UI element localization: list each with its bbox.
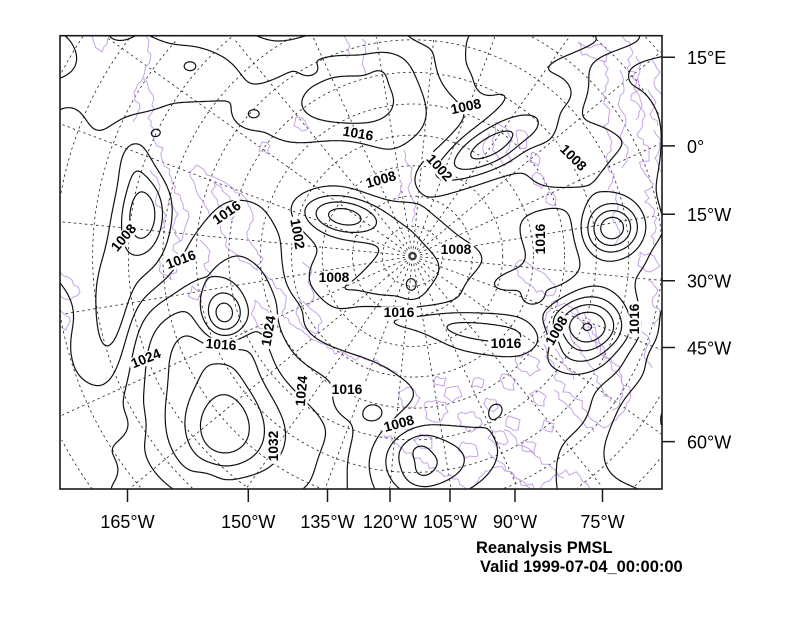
svg-text:1016: 1016	[332, 382, 363, 397]
svg-text:15°W: 15°W	[687, 205, 731, 225]
svg-text:15°E: 15°E	[687, 48, 726, 68]
svg-text:1008: 1008	[449, 96, 482, 117]
svg-text:1008: 1008	[441, 242, 472, 257]
svg-text:1016: 1016	[205, 336, 237, 353]
svg-text:1016: 1016	[384, 305, 415, 320]
svg-text:1032: 1032	[266, 430, 281, 461]
svg-text:45°W: 45°W	[687, 338, 731, 358]
svg-text:75°W: 75°W	[580, 512, 624, 532]
svg-text:1016: 1016	[342, 124, 375, 144]
svg-text:1016: 1016	[533, 223, 548, 254]
svg-text:1024: 1024	[293, 375, 311, 407]
svg-text:90°W: 90°W	[493, 512, 537, 532]
svg-text:105°W: 105°W	[423, 512, 477, 532]
svg-text:1016: 1016	[627, 303, 642, 334]
svg-text:0°: 0°	[687, 137, 704, 157]
svg-text:120°W: 120°W	[363, 512, 417, 532]
svg-text:1016: 1016	[491, 336, 522, 351]
svg-text:Valid 1999-07-04_00:00:00: Valid 1999-07-04_00:00:00	[480, 558, 683, 576]
svg-text:1002: 1002	[287, 218, 307, 251]
svg-text:Reanalysis PMSL: Reanalysis PMSL	[476, 539, 613, 557]
svg-text:1024: 1024	[259, 314, 279, 347]
svg-text:135°W: 135°W	[300, 512, 354, 532]
svg-text:60°W: 60°W	[687, 433, 731, 453]
svg-text:30°W: 30°W	[687, 272, 731, 292]
svg-text:150°W: 150°W	[221, 512, 275, 532]
svg-text:1008: 1008	[319, 270, 350, 285]
svg-text:165°W: 165°W	[100, 512, 154, 532]
